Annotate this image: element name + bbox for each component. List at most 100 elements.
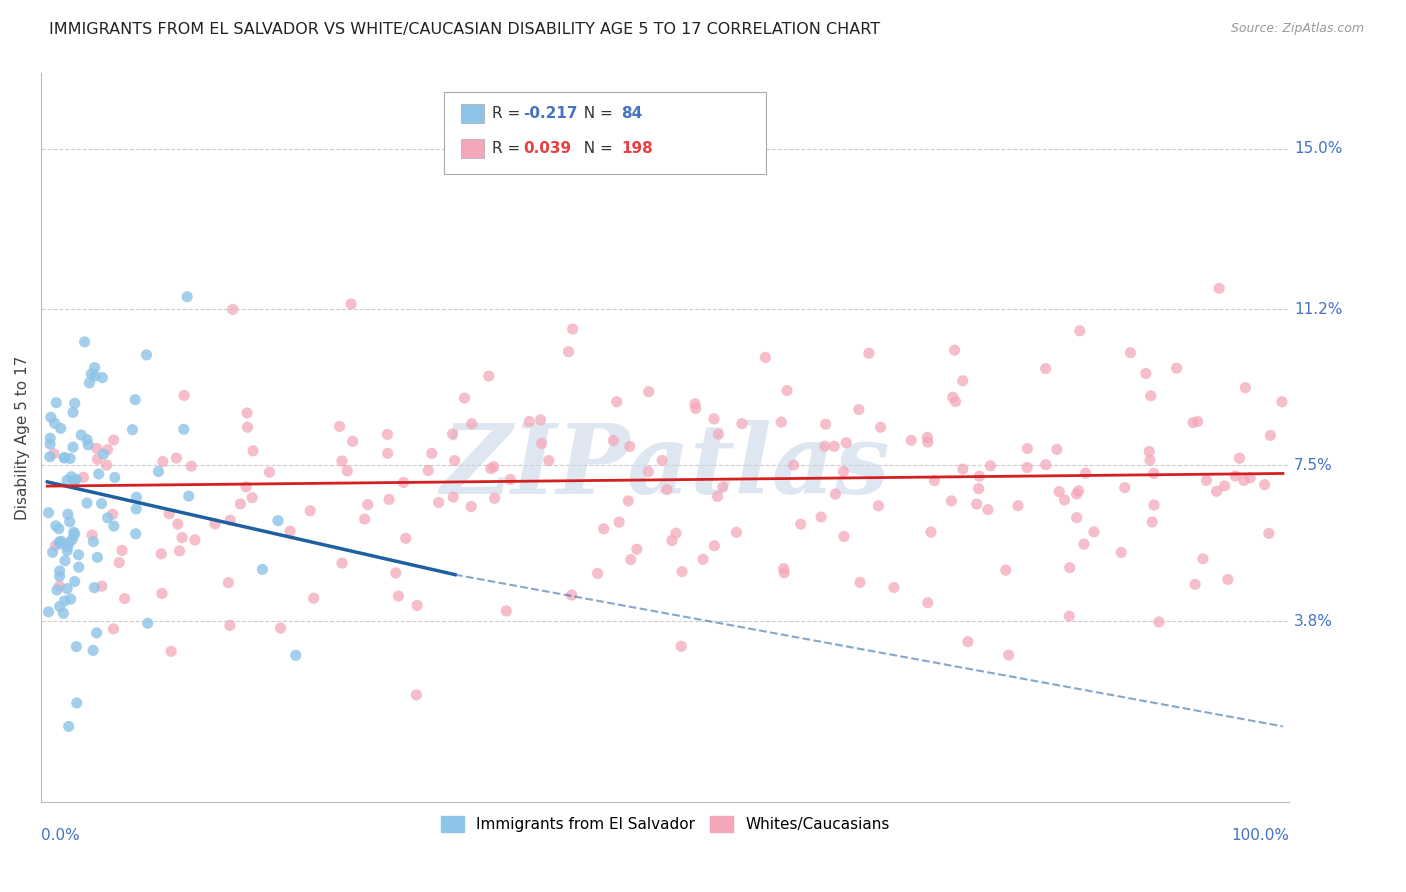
Point (184, 533, 207, 547)
Point (1066, 510, 1088, 524)
Point (49, 421, 72, 435)
Point (707, 427, 730, 442)
Point (302, 591, 325, 606)
Point (1074, 466, 1097, 480)
Point (979, 458, 1001, 473)
Point (832, 529, 855, 543)
Point (170, 531, 193, 545)
Point (692, 552, 714, 566)
Point (79, 376, 101, 390)
Point (517, 415, 540, 429)
Point (1114, 481, 1136, 495)
Point (328, 419, 350, 434)
Text: 7.5%: 7.5% (1294, 458, 1333, 473)
Point (42, 447, 65, 461)
Point (53, 450, 76, 465)
Point (219, 618, 242, 632)
Text: 100.0%: 100.0% (1232, 828, 1289, 843)
Point (956, 634, 979, 648)
Point (790, 517, 813, 532)
Point (59, 515, 82, 529)
Point (124, 526, 146, 541)
Point (484, 491, 506, 506)
Point (1140, 515, 1163, 529)
Point (157, 507, 180, 521)
Point (52, 607, 75, 621)
Point (395, 531, 418, 545)
Point (65, 473, 87, 487)
Point (941, 494, 963, 508)
Point (67, 548, 90, 562)
Point (661, 533, 683, 548)
Point (832, 465, 855, 479)
Point (1059, 609, 1081, 624)
Point (1147, 615, 1170, 629)
Point (45, 395, 67, 409)
Point (1166, 361, 1188, 376)
Point (125, 502, 148, 516)
Point (59, 451, 82, 466)
Point (479, 461, 502, 475)
Point (48, 522, 70, 536)
Point (606, 394, 628, 409)
Point (103, 519, 125, 533)
Point (478, 369, 501, 384)
Point (1257, 526, 1279, 541)
Point (1184, 577, 1206, 591)
Point (60, 533, 83, 547)
Point (924, 474, 946, 488)
Text: 0.039: 0.039 (523, 142, 571, 156)
Point (1066, 487, 1088, 501)
Point (91, 370, 114, 384)
Point (883, 581, 905, 595)
Point (997, 648, 1019, 662)
Point (1192, 551, 1215, 566)
Point (96, 442, 118, 457)
Point (165, 451, 187, 466)
Point (66, 696, 89, 710)
Point (1271, 394, 1294, 409)
Point (44, 417, 66, 431)
Point (336, 464, 359, 478)
Point (217, 575, 239, 590)
Point (776, 384, 799, 398)
Point (39, 410, 62, 425)
Point (900, 434, 922, 448)
Point (125, 490, 148, 504)
Point (1007, 499, 1029, 513)
Point (967, 482, 990, 496)
Point (136, 616, 159, 631)
Point (148, 465, 170, 479)
Point (1208, 281, 1230, 295)
Point (561, 588, 583, 602)
Point (814, 439, 837, 453)
Point (86, 442, 108, 456)
Point (557, 344, 579, 359)
Point (103, 622, 125, 636)
Point (65, 640, 87, 654)
Point (101, 508, 124, 522)
Point (1119, 345, 1142, 359)
Text: -0.217: -0.217 (523, 106, 578, 120)
Point (824, 487, 846, 501)
Point (1109, 545, 1132, 559)
Point (392, 475, 415, 490)
Point (59, 592, 82, 607)
Point (772, 562, 794, 576)
Point (173, 388, 195, 402)
Point (868, 499, 890, 513)
Point (1139, 453, 1161, 467)
Text: ZIPatlas: ZIPatlas (440, 420, 890, 514)
Point (299, 504, 322, 518)
Point (1017, 442, 1039, 456)
Point (340, 297, 363, 311)
Point (108, 556, 131, 570)
Point (592, 522, 614, 536)
Point (943, 343, 966, 358)
Point (529, 413, 551, 427)
Point (443, 453, 465, 467)
Point (418, 463, 440, 477)
Point (420, 446, 443, 460)
Point (90, 496, 112, 510)
Point (378, 492, 401, 507)
